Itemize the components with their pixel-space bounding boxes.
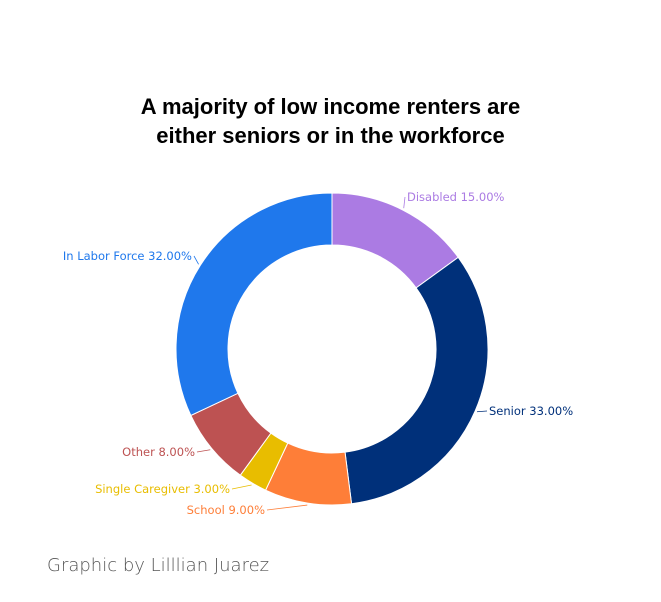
leader-line xyxy=(231,484,252,490)
slice-label: Disabled 15.00% xyxy=(407,190,505,204)
leader-line xyxy=(193,255,199,265)
chart-title-line-1: A majority of low income renters are xyxy=(140,94,521,119)
chart-title-line-2: either seniors or in the workforce xyxy=(156,123,505,148)
leader-line xyxy=(266,504,308,511)
slice-label: School 9.00% xyxy=(187,503,265,517)
slice-senior[interactable] xyxy=(344,256,489,505)
slice-label: Other 8.00% xyxy=(122,445,195,459)
slice-label: Senior 33.00% xyxy=(489,404,573,418)
leader-line xyxy=(196,449,211,453)
leader-line xyxy=(403,196,406,209)
slice-label: Single Caregiver 3.00% xyxy=(95,482,230,496)
slice-in-labor-force[interactable] xyxy=(175,192,333,417)
chart-title: A majority of low income renters are eit… xyxy=(0,92,661,150)
credit-text: Graphic by Lilllian Juarez xyxy=(47,555,270,576)
leader-line xyxy=(476,410,488,413)
slice-label: In Labor Force 32.00% xyxy=(63,249,192,263)
